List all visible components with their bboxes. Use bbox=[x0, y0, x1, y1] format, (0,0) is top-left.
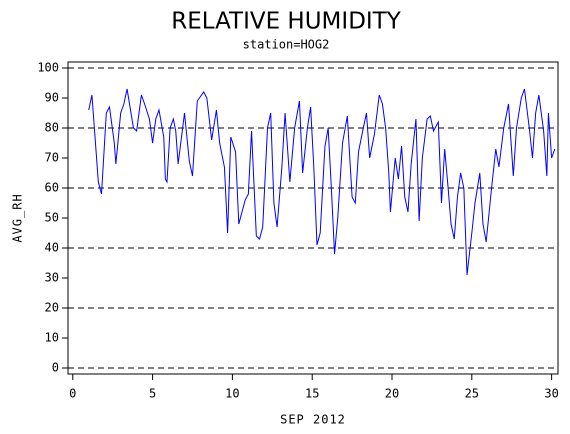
data-line bbox=[88, 88, 556, 276]
x-tick-label: 25 bbox=[465, 387, 479, 401]
x-tick-label: 5 bbox=[149, 387, 156, 401]
y-tick-label: 0 bbox=[52, 361, 59, 375]
y-tick-label: 80 bbox=[45, 121, 59, 135]
x-axis-label: SEP 2012 bbox=[280, 413, 346, 427]
plot-frame bbox=[67, 61, 559, 375]
x-tick-label: 20 bbox=[385, 387, 399, 401]
y-tick-label: 100 bbox=[37, 61, 59, 75]
x-tick-label: 0 bbox=[69, 387, 76, 401]
y-tick-label: 90 bbox=[45, 91, 59, 105]
y-tick-label: 50 bbox=[45, 211, 59, 225]
x-tick-label: 15 bbox=[305, 387, 319, 401]
y-axis-label: AVG_RH bbox=[11, 193, 25, 242]
y-tick-label: 60 bbox=[45, 181, 59, 195]
y-tick-label: 40 bbox=[45, 241, 59, 255]
x-tick-label: 30 bbox=[544, 387, 558, 401]
chart-subtitle: station=HOG2 bbox=[243, 38, 330, 52]
chart-title: RELATIVE HUMIDITY bbox=[171, 9, 402, 35]
y-tick-label: 30 bbox=[45, 271, 59, 285]
y-tick-label: 10 bbox=[45, 331, 59, 345]
x-tick-label: 10 bbox=[225, 387, 239, 401]
y-tick-label: 20 bbox=[45, 301, 59, 315]
y-tick-label: 70 bbox=[45, 151, 59, 165]
